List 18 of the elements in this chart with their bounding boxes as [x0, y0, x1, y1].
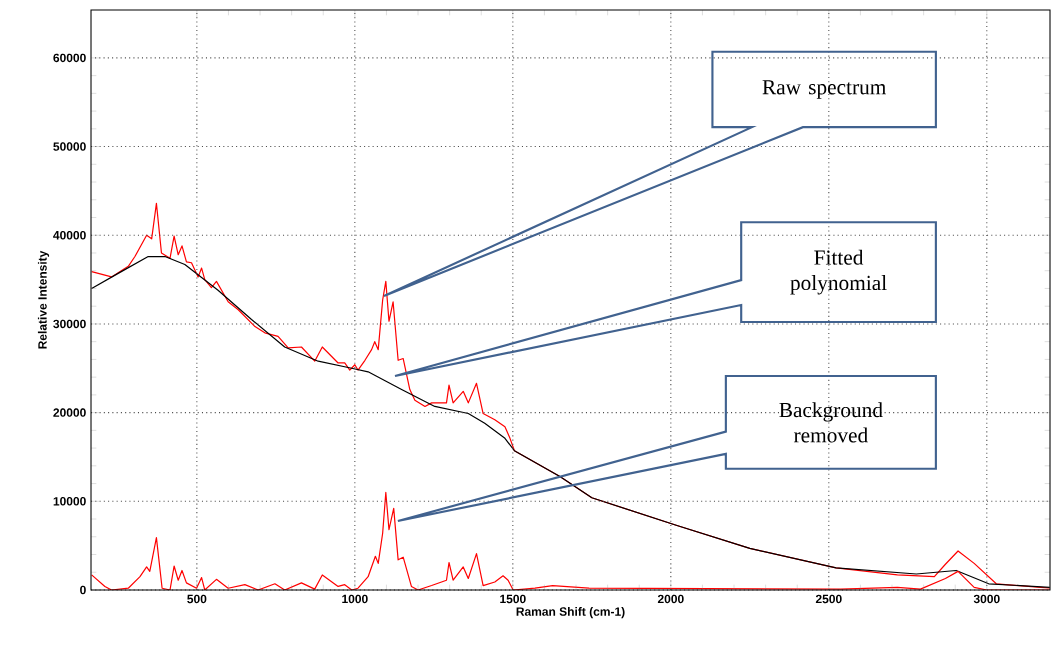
y-axis-title: Relative Intensity — [37, 250, 50, 349]
y-tick-label: 10000 — [53, 497, 86, 506]
annotation: Raw spectrum — [762, 80, 887, 99]
x-tick-label: 2500 — [815, 594, 842, 604]
x-tick-label: 1500 — [500, 594, 526, 604]
y-tick-label: 60000 — [53, 53, 86, 63]
y-tick-label: 40000 — [53, 231, 86, 240]
x-tick-label: 2000 — [657, 594, 684, 604]
x-axis-title: Raman Shift (cm-1) — [516, 607, 625, 619]
y-tick-label: 0 — [80, 585, 86, 595]
annotation: Fitted polynomial — [790, 249, 887, 295]
x-tick-label: 500 — [187, 594, 207, 604]
y-tick-label: 30000 — [53, 319, 86, 329]
x-tick-label: 3000 — [973, 594, 1000, 604]
y-tick-label: 50000 — [53, 142, 86, 151]
annotation: Background removed — [779, 402, 883, 443]
y-tick-label: 20000 — [53, 408, 86, 417]
x-tick-label: 1000 — [342, 594, 368, 604]
